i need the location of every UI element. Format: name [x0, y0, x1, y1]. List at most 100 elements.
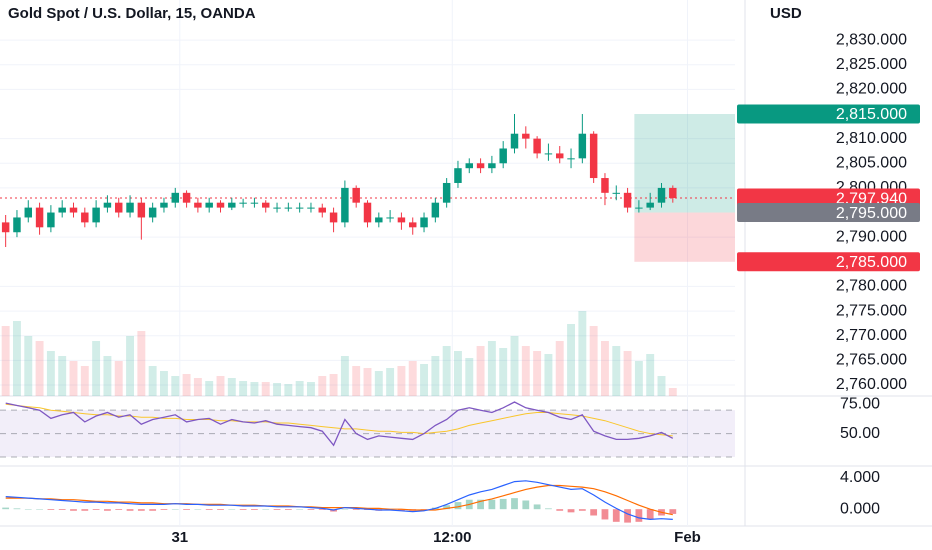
- macd-histogram-bar: [578, 509, 586, 511]
- macd-histogram-bar: [36, 509, 43, 510]
- candle-body: [476, 163, 485, 169]
- volume-bar: [612, 346, 621, 396]
- rsi-line: [5, 401, 674, 447]
- volume-bar: [657, 376, 666, 396]
- volume-bar: [521, 346, 530, 396]
- candle-body: [420, 217, 428, 228]
- plot: 31 12:00 Feb 2,760.000 2,765.000 2,770.000 2,7…: [0, 0, 920, 546]
- x-tick-label: Feb: [674, 529, 701, 546]
- candle-body: [341, 187, 349, 223]
- volume-bar: [363, 368, 372, 396]
- candle-body: [1, 222, 10, 233]
- volume-bar: [408, 361, 417, 396]
- candle-body: [69, 207, 78, 213]
- volume-bar: [454, 351, 462, 396]
- candle-body: [284, 207, 293, 209]
- macd-histogram-bar: [545, 508, 552, 510]
- price-marker-label: 2,797.940: [836, 190, 907, 207]
- volume-bar: [250, 382, 259, 396]
- y-tick-label: 2,760.000: [836, 376, 907, 393]
- currency: USD: [770, 5, 802, 22]
- candle-body: [160, 202, 168, 208]
- macd-histogram-bar: [81, 509, 89, 511]
- macd-histogram-bar: [454, 502, 462, 510]
- x-tick-label: 31: [171, 529, 188, 546]
- volume-bar: [148, 366, 157, 396]
- volume-bar: [171, 376, 180, 396]
- volume-bar: [397, 366, 406, 396]
- y-tick-label: 2,775.000: [836, 302, 907, 319]
- volume-bar: [69, 361, 78, 396]
- volume-bar: [35, 341, 44, 396]
- candle-body: [352, 187, 360, 203]
- macd-histogram-bar: [262, 509, 270, 510]
- macd-histogram-bar: [58, 509, 66, 510]
- volume-bar: [261, 382, 270, 396]
- candle-body: [612, 192, 621, 194]
- rsi-tick-label: 75.00: [840, 396, 880, 413]
- candle-body: [363, 202, 372, 223]
- macd-histogram-bar: [149, 509, 157, 511]
- volume-bar: [126, 336, 134, 396]
- candle-body: [126, 202, 134, 213]
- candle-body: [522, 133, 530, 139]
- position-profit: [634, 114, 735, 213]
- y-tick-label: 2,780.000: [836, 278, 907, 295]
- candle-body: [58, 207, 66, 213]
- candle-body: [171, 192, 180, 203]
- volume-bar: [103, 356, 112, 396]
- macd-histogram-bar: [533, 504, 541, 510]
- price-marker: [737, 252, 920, 272]
- macd-histogram-bar: [183, 509, 190, 510]
- candle-body: [261, 202, 270, 208]
- price-marker: [737, 188, 920, 208]
- macd-histogram-bar: [251, 509, 258, 510]
- macd-histogram-bar: [341, 509, 349, 510]
- macd-histogram-bar: [24, 509, 32, 510]
- macd-line: [5, 480, 673, 521]
- macd-tick-label: 0.000: [840, 500, 880, 517]
- candle-body: [635, 207, 643, 209]
- candle-body: [194, 202, 202, 208]
- volume-bar: [431, 356, 440, 396]
- volume-bar: [92, 341, 101, 396]
- y-tick-label: 2,790.000: [836, 228, 907, 245]
- volume-bar: [499, 348, 508, 396]
- volume-bar: [80, 366, 89, 396]
- candle-body: [533, 138, 541, 154]
- volume-bar: [510, 336, 519, 396]
- volume-bar: [465, 358, 474, 396]
- volume-bar: [442, 346, 451, 396]
- candle-body: [295, 207, 304, 209]
- macd-histogram-bar: [646, 509, 654, 520]
- candle-body: [103, 202, 112, 208]
- candle-body: [646, 202, 654, 208]
- macd-histogram-bar: [477, 499, 484, 510]
- macd-histogram-bar: [92, 509, 100, 510]
- macd-tick-label: 4.000: [840, 469, 880, 486]
- macd-histogram-bar: [70, 509, 77, 511]
- candle-body: [657, 187, 666, 203]
- macd-histogram-bar: [511, 498, 518, 510]
- candle-body: [431, 202, 440, 218]
- candle-body: [24, 207, 33, 218]
- price-marker-label: 2,785.000: [836, 254, 907, 271]
- volume-bar: [137, 331, 146, 396]
- volume-bar: [329, 374, 338, 396]
- y-tick-label: 2,825.000: [836, 56, 907, 73]
- volume-bar: [476, 346, 485, 396]
- macd-histogram-bar: [488, 499, 496, 510]
- rsi-tick-label: 50.00: [840, 425, 880, 442]
- candle-body: [386, 217, 394, 219]
- macd-histogram-bar: [217, 509, 224, 510]
- volume-bar: [589, 326, 598, 396]
- macd-histogram-bar: [318, 509, 326, 510]
- candle-body: [544, 153, 553, 155]
- candle-body: [182, 192, 191, 203]
- candle-body: [510, 133, 519, 149]
- candle-body: [228, 202, 236, 208]
- macd-histogram-bar: [228, 509, 236, 510]
- volume-bar: [295, 381, 304, 396]
- candle-body: [488, 163, 496, 169]
- price-marker-label: 2,795.000: [836, 205, 907, 222]
